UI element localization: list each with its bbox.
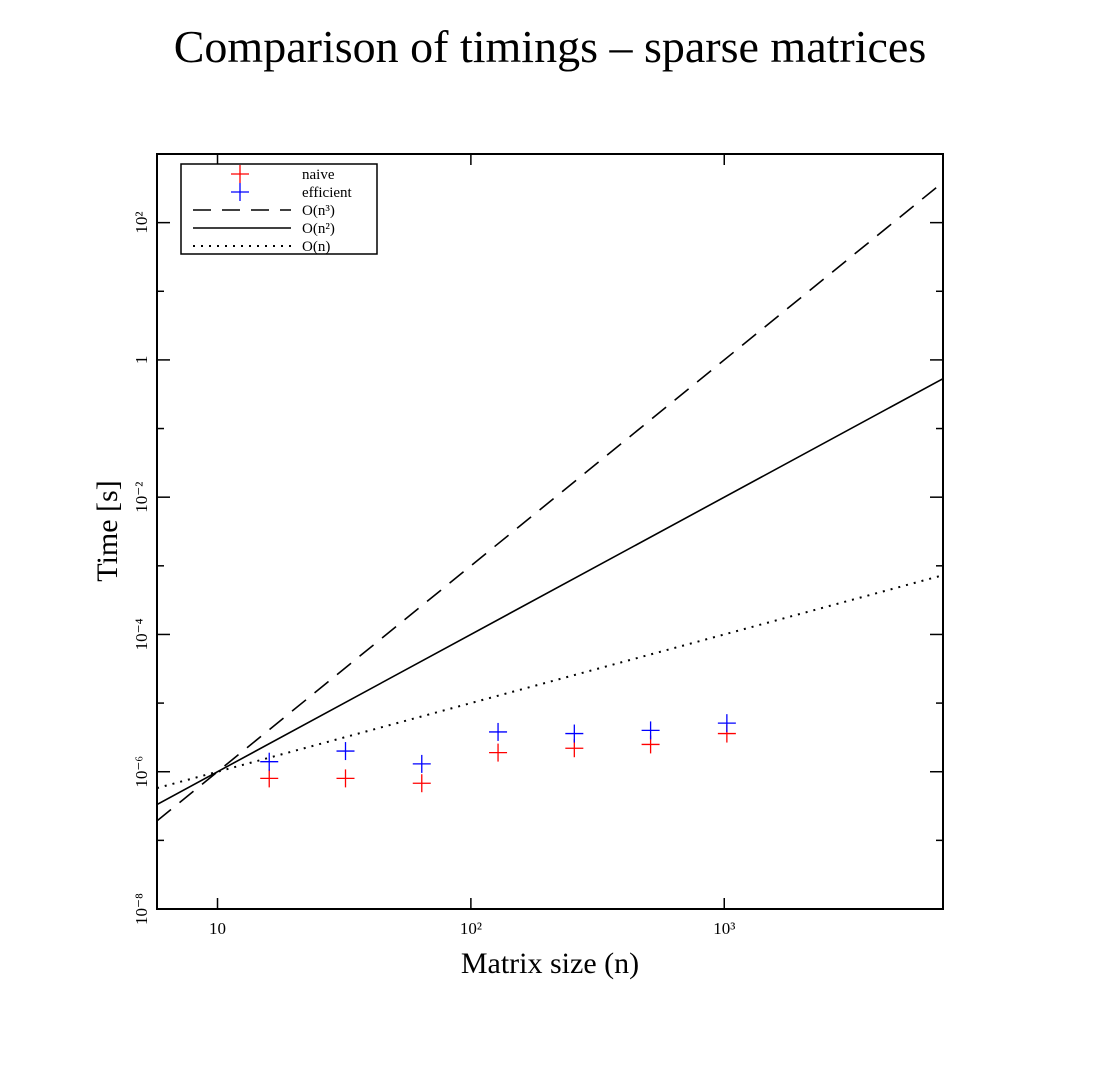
data-point [336, 742, 355, 761]
plot-frame [156, 153, 944, 910]
data-point [489, 743, 508, 762]
legend-label: efficient [302, 185, 353, 201]
series-line [157, 181, 943, 822]
y-tick-label: 10⁻² [132, 482, 151, 513]
legend-entry: naive [231, 165, 335, 183]
legend-entry: efficient [231, 183, 353, 201]
series-line [157, 377, 943, 806]
y-tick-label: 10⁻⁶ [132, 756, 151, 788]
x-tick-label: 10 [209, 919, 226, 938]
legend-entry: O(n) [193, 239, 330, 255]
data-point [489, 722, 508, 741]
x-axis-label: Matrix size (n) [461, 947, 639, 980]
legend-label: O(n) [302, 239, 330, 255]
legend-label: O(n²) [302, 221, 335, 237]
data-point [260, 769, 279, 788]
legend-label: O(n³) [302, 203, 335, 219]
chart-title: Comparison of timings – sparse matrices [174, 21, 927, 72]
series-layer [157, 181, 943, 822]
data-point [412, 774, 431, 793]
data-point [260, 752, 279, 771]
y-axis-label: Time [s] [91, 480, 124, 581]
legend: naive efficient O(n³) O(n²) O(n) [180, 163, 378, 255]
legend-entry: O(n²) [193, 221, 335, 237]
x-tick-label: 10³ [713, 919, 735, 938]
data-point [336, 769, 355, 788]
y-tick-label: 10⁻⁴ [132, 618, 151, 650]
y-tick-label: 10² [132, 212, 151, 234]
legend-box [180, 163, 378, 255]
data-point [717, 714, 736, 733]
y-tick-label: 1 [132, 356, 151, 365]
data-point [412, 754, 431, 773]
x-tick-label: 10² [460, 919, 482, 938]
series-line [157, 574, 943, 790]
y-tick-label: 10⁻⁸ [132, 893, 151, 925]
plot-area: 10 10² 10³ 10⁻⁸ 10⁻⁶ 10⁻⁴ 10⁻² 1 10² [132, 153, 944, 938]
data-point [565, 724, 584, 743]
legend-entry: O(n³) [193, 203, 335, 219]
data-point [641, 721, 660, 740]
legend-label: naive [302, 167, 335, 183]
